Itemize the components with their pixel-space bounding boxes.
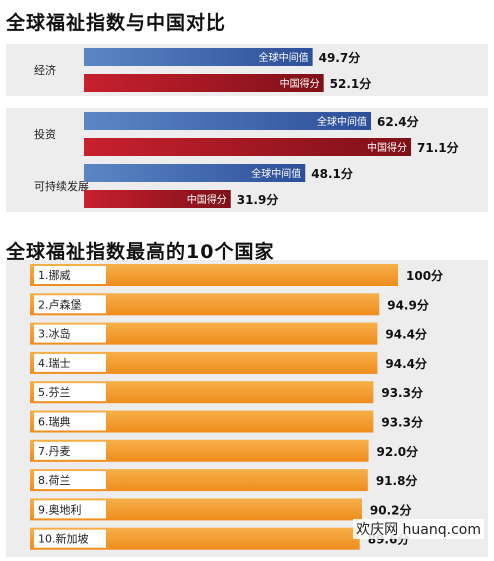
china-bar (84, 74, 324, 92)
top10-bar (30, 322, 378, 345)
category-label: 投资 (34, 127, 56, 141)
country-label: 2.卢森堡 (38, 297, 82, 311)
bar-inner-label: 中国得分 (280, 77, 320, 90)
top10-bar (30, 439, 369, 462)
value-label: 90.2分 (370, 502, 412, 517)
country-label-box (34, 383, 106, 402)
value-label: 93.3分 (381, 385, 423, 400)
median-bar (84, 164, 306, 182)
value-label: 100分 (406, 268, 443, 283)
median-bar (84, 48, 313, 66)
value-label: 94.4分 (385, 327, 427, 342)
country-label: 5.芬兰 (38, 386, 71, 399)
value-label: 91.8分 (376, 473, 418, 488)
top10-bar (30, 351, 378, 374)
value-label: 49.7分 (319, 50, 361, 65)
bar-inner-label: 中国得分 (187, 193, 227, 206)
country-label-box (34, 500, 106, 519)
top10-bar (30, 381, 374, 404)
median-bar (84, 112, 372, 130)
top10-bar (30, 410, 374, 433)
value-label: 71.1分 (417, 140, 459, 155)
value-label: 94.4分 (385, 356, 427, 371)
top10-bar (30, 527, 360, 550)
category-label: 经济 (34, 63, 56, 77)
top10-chart: 1.挪威 100分 2.卢森堡 94.9分 3.冰岛 94.4分 4.瑞士 94.4分 5.芬兰… (6, 260, 488, 557)
china-bar (84, 138, 412, 156)
country-label: 4.瑞士 (38, 356, 71, 370)
country-label: 1.挪威 (38, 268, 71, 282)
value-label: 31.9分 (237, 192, 279, 207)
value-label: 48.1分 (311, 166, 353, 181)
country-label: 8.荷兰 (38, 474, 71, 487)
value-label: 52.1分 (330, 76, 372, 91)
watermark: 欢庆网 huanq.com (353, 519, 484, 539)
category-label: 可持续发展 (34, 179, 89, 193)
country-label: 6.瑞典 (38, 415, 71, 429)
country-label-box (34, 353, 106, 372)
country-label: 10.新加坡 (38, 532, 89, 546)
country-label-box (34, 295, 106, 314)
chart-title-top10: 全球福祉指数最高的10个国家 (6, 241, 275, 263)
country-label-box (34, 412, 106, 431)
bar-inner-label: 全球中间值 (259, 51, 309, 64)
china-bar (84, 190, 231, 208)
country-label-box (34, 324, 106, 343)
top10-bar (30, 469, 368, 492)
top10-bar (30, 293, 380, 316)
country-label: 7.丹麦 (38, 445, 71, 458)
bar-inner-label: 全球中间值 (251, 167, 301, 180)
value-label: 93.3分 (381, 415, 423, 430)
country-label-box (34, 441, 106, 460)
country-label-box (34, 471, 106, 490)
country-label: 3.冰岛 (38, 327, 71, 341)
bar-inner-label: 中国得分 (367, 141, 407, 154)
top10-bar (30, 498, 362, 521)
top10-bar (30, 264, 398, 286)
country-label: 9.奥地利 (38, 502, 82, 516)
value-label: 94.9分 (387, 297, 429, 312)
country-label-box (34, 529, 106, 548)
country-label-box (34, 266, 106, 284)
value-label: 62.4分 (377, 114, 419, 129)
chart-title-comparison: 全球福祉指数与中国对比 (6, 12, 227, 34)
value-label: 92.0分 (377, 444, 419, 459)
bar-inner-label: 全球中间值 (317, 115, 367, 128)
